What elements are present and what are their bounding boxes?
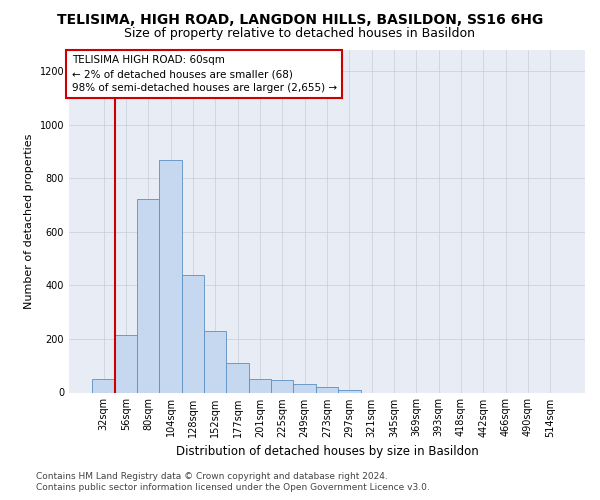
Text: TELISIMA HIGH ROAD: 60sqm
← 2% of detached houses are smaller (68)
98% of semi-d: TELISIMA HIGH ROAD: 60sqm ← 2% of detach… (71, 55, 337, 93)
Bar (316, 387, 338, 392)
Bar (249, 379, 271, 392)
Bar (271, 380, 293, 392)
Bar (160, 160, 182, 392)
Bar (338, 390, 361, 392)
Y-axis label: Number of detached properties: Number of detached properties (24, 134, 34, 309)
Bar (204, 331, 226, 392)
Bar (293, 384, 316, 392)
Text: TELISIMA, HIGH ROAD, LANGDON HILLS, BASILDON, SS16 6HG: TELISIMA, HIGH ROAD, LANGDON HILLS, BASI… (57, 12, 543, 26)
Text: Size of property relative to detached houses in Basildon: Size of property relative to detached ho… (125, 28, 476, 40)
Bar (226, 363, 249, 392)
Text: Contains HM Land Registry data © Crown copyright and database right 2024.
Contai: Contains HM Land Registry data © Crown c… (36, 472, 430, 492)
Bar (182, 275, 204, 392)
X-axis label: Distribution of detached houses by size in Basildon: Distribution of detached houses by size … (176, 445, 478, 458)
Bar (92, 379, 115, 392)
Bar (137, 198, 160, 392)
Bar (115, 335, 137, 392)
